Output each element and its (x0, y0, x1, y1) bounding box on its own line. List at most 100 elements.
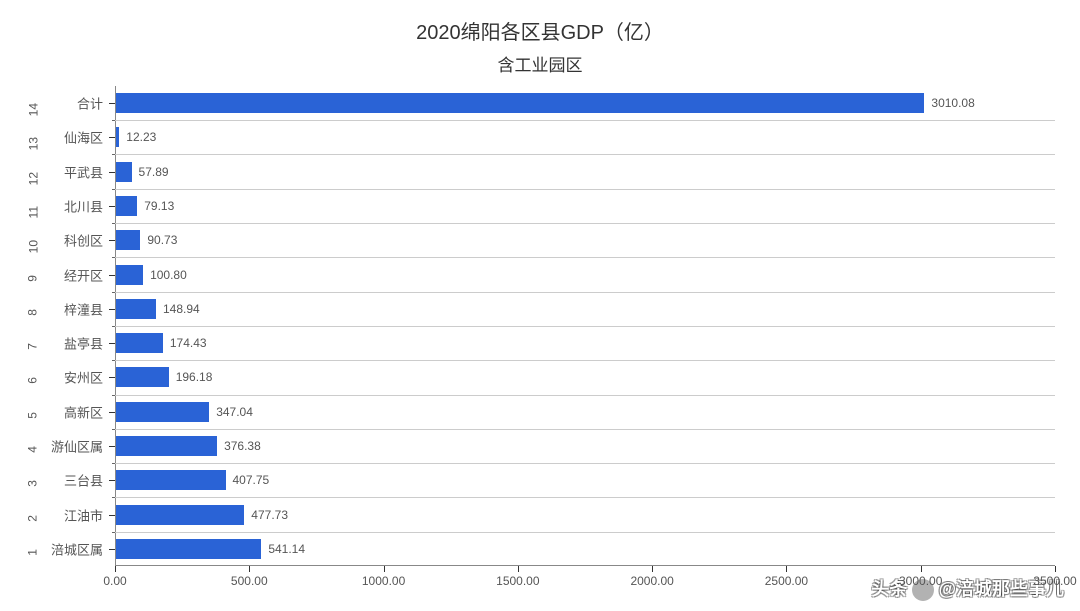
bar-value-label: 79.13 (144, 199, 174, 213)
y-minor-tick (112, 497, 115, 498)
grid-line (115, 326, 1055, 327)
category-label: 涪城区属 (51, 539, 103, 558)
y-index-label: 6 (26, 377, 40, 384)
y-tick (109, 240, 115, 241)
category-label: 江油市 (64, 505, 103, 524)
bar (116, 436, 217, 456)
x-tick (115, 566, 116, 572)
y-index-label: 9 (26, 275, 40, 282)
x-tick-label: 1500.00 (496, 574, 539, 588)
grid-line (115, 189, 1055, 190)
category-label: 科创区 (64, 231, 103, 250)
y-index-label: 12 (26, 172, 40, 185)
y-minor-tick (112, 120, 115, 121)
bar (116, 127, 119, 147)
bar (116, 367, 169, 387)
y-tick (109, 275, 115, 276)
y-index-label: 1 (26, 549, 40, 556)
grid-line (115, 360, 1055, 361)
bar (116, 196, 137, 216)
bar (116, 333, 163, 353)
y-minor-tick (112, 360, 115, 361)
category-label: 盐亭县 (64, 334, 103, 353)
x-tick (384, 566, 385, 572)
category-label: 合计 (77, 94, 103, 113)
bar (116, 230, 140, 250)
x-tick-label: 3500.00 (1033, 574, 1076, 588)
grid-line (115, 257, 1055, 258)
chart-title: 2020绵阳各区县GDP（亿） (0, 16, 1080, 45)
y-tick (109, 172, 115, 173)
x-tick (921, 566, 922, 572)
bar-value-label: 541.14 (268, 542, 305, 556)
bar-value-label: 90.73 (147, 233, 177, 247)
x-tick-label: 2500.00 (765, 574, 808, 588)
y-index-label: 14 (26, 103, 40, 116)
bar-value-label: 3010.08 (931, 96, 974, 110)
x-tick-label: 2000.00 (630, 574, 673, 588)
y-index-label: 7 (26, 343, 40, 350)
category-label: 平武县 (64, 162, 103, 181)
bar (116, 265, 143, 285)
x-tick-label: 1000.00 (362, 574, 405, 588)
bar-value-label: 196.18 (176, 370, 213, 384)
category-label: 三台县 (64, 471, 103, 490)
bar (116, 505, 244, 525)
y-tick (109, 377, 115, 378)
y-tick (109, 206, 115, 207)
bar-value-label: 148.94 (163, 302, 200, 316)
grid-line (115, 497, 1055, 498)
bar-value-label: 100.80 (150, 268, 187, 282)
bar-value-label: 12.23 (126, 130, 156, 144)
category-label: 游仙区属 (51, 437, 103, 456)
x-tick (249, 566, 250, 572)
bar (116, 93, 924, 113)
y-index-label: 4 (26, 446, 40, 453)
bar (116, 299, 156, 319)
category-label: 梓潼县 (64, 299, 103, 318)
bar-value-label: 407.75 (233, 473, 270, 487)
grid-line (115, 532, 1055, 533)
y-minor-tick (112, 532, 115, 533)
bar (116, 470, 226, 490)
y-minor-tick (112, 429, 115, 430)
grid-line (115, 292, 1055, 293)
category-label: 仙海区 (64, 128, 103, 147)
y-minor-tick (112, 189, 115, 190)
bar-value-label: 57.89 (139, 165, 169, 179)
gdp-bar-chart: 2020绵阳各区县GDP（亿） 含工业园区 头条 @涪城那些事儿 14合计301… (0, 0, 1080, 611)
x-tick (652, 566, 653, 572)
x-tick-label: 500.00 (231, 574, 268, 588)
y-index-label: 2 (26, 515, 40, 522)
bar-value-label: 376.38 (224, 439, 261, 453)
y-tick (109, 137, 115, 138)
category-label: 安州区 (64, 368, 103, 387)
category-label: 北川县 (64, 196, 103, 215)
grid-line (115, 463, 1055, 464)
y-index-label: 13 (26, 137, 40, 150)
grid-line (115, 120, 1055, 121)
chart-subtitle: 含工业园区 (0, 51, 1080, 76)
y-minor-tick (112, 326, 115, 327)
x-tick (786, 566, 787, 572)
bar-value-label: 477.73 (251, 508, 288, 522)
y-minor-tick (112, 257, 115, 258)
x-tick-label: 0.00 (103, 574, 126, 588)
y-minor-tick (112, 154, 115, 155)
y-index-label: 10 (26, 240, 40, 253)
x-tick (518, 566, 519, 572)
y-minor-tick (112, 223, 115, 224)
bar (116, 539, 261, 559)
y-index-label: 8 (26, 309, 40, 316)
category-label: 高新区 (64, 402, 103, 421)
bar (116, 402, 209, 422)
y-tick (109, 412, 115, 413)
x-tick-label: 3000.00 (899, 574, 942, 588)
y-tick (109, 343, 115, 344)
y-tick (109, 515, 115, 516)
x-tick (1055, 566, 1056, 572)
bar (116, 162, 132, 182)
grid-line (115, 223, 1055, 224)
grid-line (115, 429, 1055, 430)
category-label: 经开区 (64, 265, 103, 284)
